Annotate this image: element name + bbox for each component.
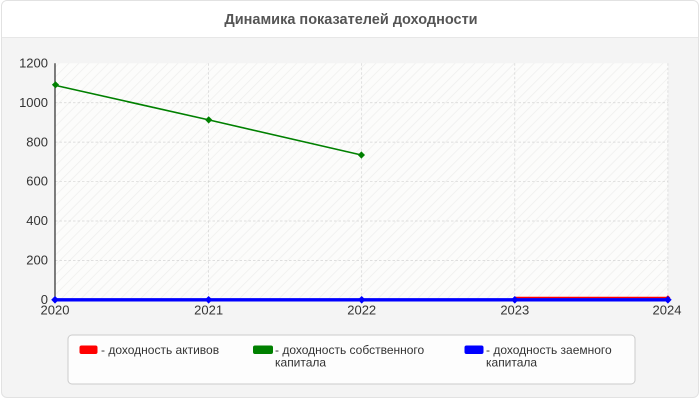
svg-text:400: 400 <box>26 213 48 228</box>
svg-text:капитала: капитала <box>275 355 326 369</box>
svg-text:1000: 1000 <box>19 95 48 110</box>
svg-text:2020: 2020 <box>41 303 70 318</box>
svg-text:2021: 2021 <box>194 303 223 318</box>
svg-text:капитала: капитала <box>486 355 537 369</box>
svg-text:2024: 2024 <box>653 303 682 318</box>
svg-text:2023: 2023 <box>500 303 529 318</box>
svg-text:200: 200 <box>26 253 48 268</box>
svg-text:600: 600 <box>26 174 48 189</box>
svg-text:2022: 2022 <box>347 303 376 318</box>
svg-text:800: 800 <box>26 134 48 149</box>
svg-text:1200: 1200 <box>19 56 48 71</box>
svg-text:- доходность активов: - доходность активов <box>101 343 219 357</box>
